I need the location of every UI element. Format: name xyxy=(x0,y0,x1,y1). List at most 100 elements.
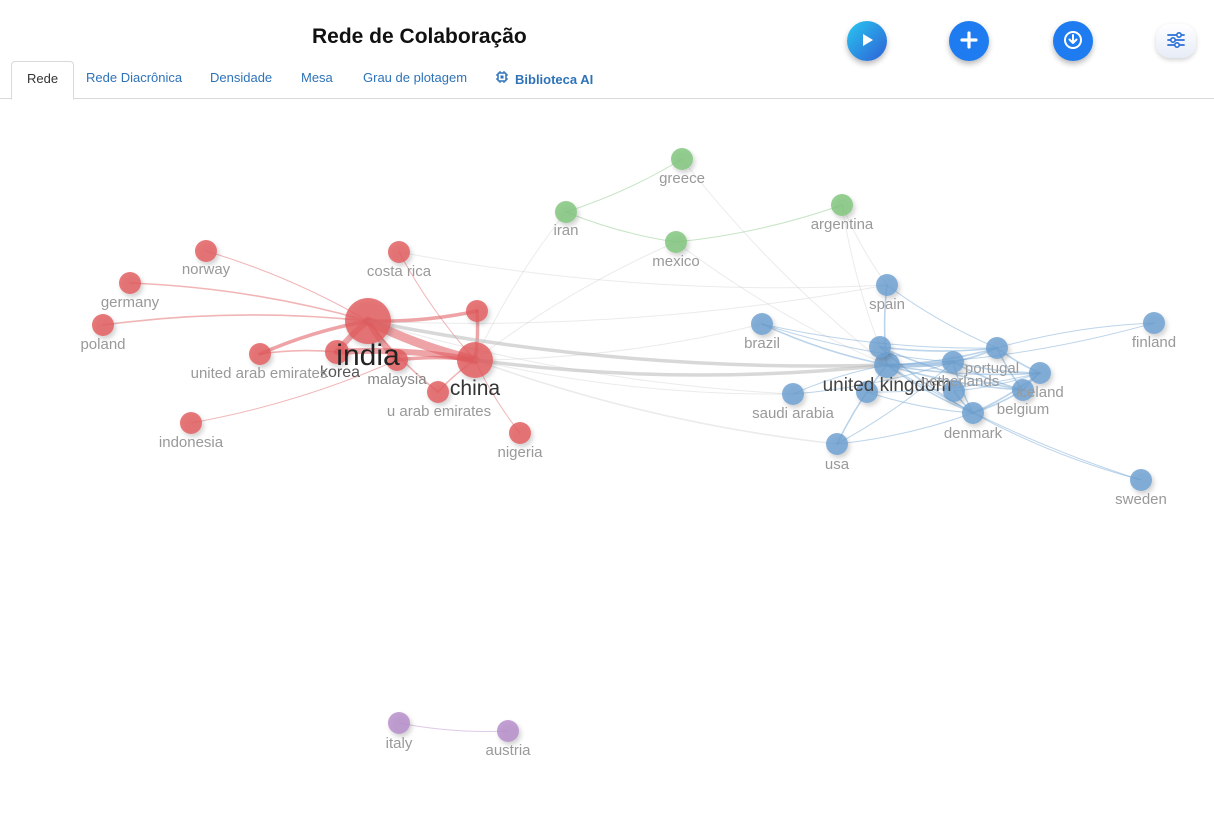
node-label-korea: korea xyxy=(320,364,360,381)
node-ukb[interactable] xyxy=(856,381,878,403)
edge-india-poland xyxy=(102,314,369,326)
node-finland[interactable] xyxy=(1143,312,1165,334)
edge-china-saudi xyxy=(474,359,794,395)
node-label-uae1: united arab emirates xyxy=(191,365,328,382)
node-label-malaysia: malaysia xyxy=(367,371,427,388)
node-iceland[interactable] xyxy=(1029,362,1051,384)
tab-biblioteca-ai-label: Biblioteca AI xyxy=(515,72,594,87)
page-title: Rede de Colaboração xyxy=(312,25,527,48)
plus-icon xyxy=(960,30,978,52)
node-china[interactable] xyxy=(457,342,493,378)
node-italy[interactable] xyxy=(388,712,410,734)
node-label-italy: italy xyxy=(386,735,413,752)
node-label-argentina: argentina xyxy=(811,216,874,233)
edge-saudi-netherlands xyxy=(792,361,954,395)
node-label-brazil: brazil xyxy=(744,335,780,352)
node-label-uae2: u arab emirates xyxy=(387,403,491,420)
node-label-uk: united kingdom xyxy=(823,375,952,396)
node-uae1[interactable] xyxy=(249,343,271,365)
tab-mesa[interactable]: Mesa xyxy=(301,70,333,85)
edge-china-usa xyxy=(474,359,838,445)
edge-iran-greece xyxy=(565,158,683,213)
download-button[interactable] xyxy=(1053,21,1093,61)
tab-grau-de-plotagem[interactable]: Grau de plotagem xyxy=(363,70,468,85)
node-uk2[interactable] xyxy=(869,336,891,358)
settings-button[interactable] xyxy=(1156,24,1196,58)
node-label-iceland: iceland xyxy=(1016,384,1064,401)
edge-costarica-spain xyxy=(398,251,888,289)
node-label-spain: spain xyxy=(869,296,905,313)
edge-india-uk xyxy=(366,319,889,368)
node-saudi[interactable] xyxy=(782,383,804,405)
toolbar xyxy=(0,21,1214,63)
edge-usa-netherlands xyxy=(836,361,954,445)
node-netherlands[interactable] xyxy=(942,351,964,373)
node-brazil[interactable] xyxy=(751,313,773,335)
node-label-mexico: mexico xyxy=(652,253,700,270)
play-icon xyxy=(859,32,875,51)
node-label-norway: norway xyxy=(182,261,231,278)
edge-spain-portugal xyxy=(886,284,998,349)
node-india[interactable] xyxy=(345,298,391,344)
network-graph[interactable]: india china korea malaysia norway costa rica g… xyxy=(0,100,1214,823)
node-label-poland: poland xyxy=(80,336,125,353)
node-layer xyxy=(92,148,1165,742)
download-icon xyxy=(1063,30,1083,53)
node-portugal[interactable] xyxy=(986,337,1008,359)
node-sweden[interactable] xyxy=(1130,469,1152,491)
edge-iran-china xyxy=(474,211,567,361)
edge-layer xyxy=(102,158,1155,732)
node-label-greece: greece xyxy=(659,170,705,187)
add-button[interactable] xyxy=(949,21,989,61)
node-uae2[interactable] xyxy=(427,381,449,403)
tab-rede-diacronica[interactable]: Rede Diacrônica xyxy=(86,70,183,85)
node-argentina[interactable] xyxy=(831,194,853,216)
node-label-denmark: denmark xyxy=(944,425,1003,442)
node-label-indonesia: indonesia xyxy=(159,434,224,451)
edge-usa-denmark xyxy=(836,412,974,445)
node-label-china: china xyxy=(450,377,501,400)
label-layer: india china korea malaysia norway costa rica g… xyxy=(80,170,1176,759)
node-indonesia[interactable] xyxy=(180,412,202,434)
node-greece[interactable] xyxy=(671,148,693,170)
node-label-usa: usa xyxy=(825,456,850,473)
node-mexico[interactable] xyxy=(665,231,687,253)
node-label-india: india xyxy=(336,339,400,372)
node-malaysia[interactable] xyxy=(386,349,408,371)
node-costarica[interactable] xyxy=(388,241,410,263)
node-nl2[interactable] xyxy=(943,380,965,402)
node-iran[interactable] xyxy=(555,201,577,223)
node-reda[interactable] xyxy=(466,300,488,322)
node-nigeria[interactable] xyxy=(509,422,531,444)
edge-uk-sweden xyxy=(886,364,1142,481)
chip-icon xyxy=(495,63,509,97)
tab-rede[interactable]: Rede xyxy=(11,61,75,100)
edge-china-brazil xyxy=(474,323,763,361)
edge-india-germany xyxy=(129,282,369,322)
node-poland[interactable] xyxy=(92,314,114,336)
node-label-nigeria: nigeria xyxy=(497,444,543,461)
edge-india-norway xyxy=(205,250,369,322)
node-label-portugal: portugal xyxy=(965,360,1019,377)
edge-mexico-argentina xyxy=(675,204,843,243)
node-label-netherlands: netherlands xyxy=(921,373,999,390)
node-norway[interactable] xyxy=(195,240,217,262)
tab-biblioteca-ai[interactable]: Biblioteca AI xyxy=(480,61,608,99)
node-korea[interactable] xyxy=(325,340,349,364)
play-button[interactable] xyxy=(847,21,887,61)
node-belgium[interactable] xyxy=(1012,379,1034,401)
node-label-costarica: costa rica xyxy=(367,263,432,280)
edge-india-spain xyxy=(367,284,888,324)
edge-uk2-belgium xyxy=(879,346,1024,391)
node-label-belgium: belgium xyxy=(997,401,1050,418)
node-label-iran: iran xyxy=(553,222,578,239)
edge-mexico-uk xyxy=(675,241,888,366)
node-uk[interactable] xyxy=(874,352,900,378)
tab-densidade[interactable]: Densidade xyxy=(210,70,273,85)
edge-italy-austria xyxy=(398,722,509,732)
node-spain[interactable] xyxy=(876,274,898,296)
node-usa[interactable] xyxy=(826,433,848,455)
node-austria[interactable] xyxy=(497,720,519,742)
node-germany[interactable] xyxy=(119,272,141,294)
node-denmark[interactable] xyxy=(962,402,984,424)
